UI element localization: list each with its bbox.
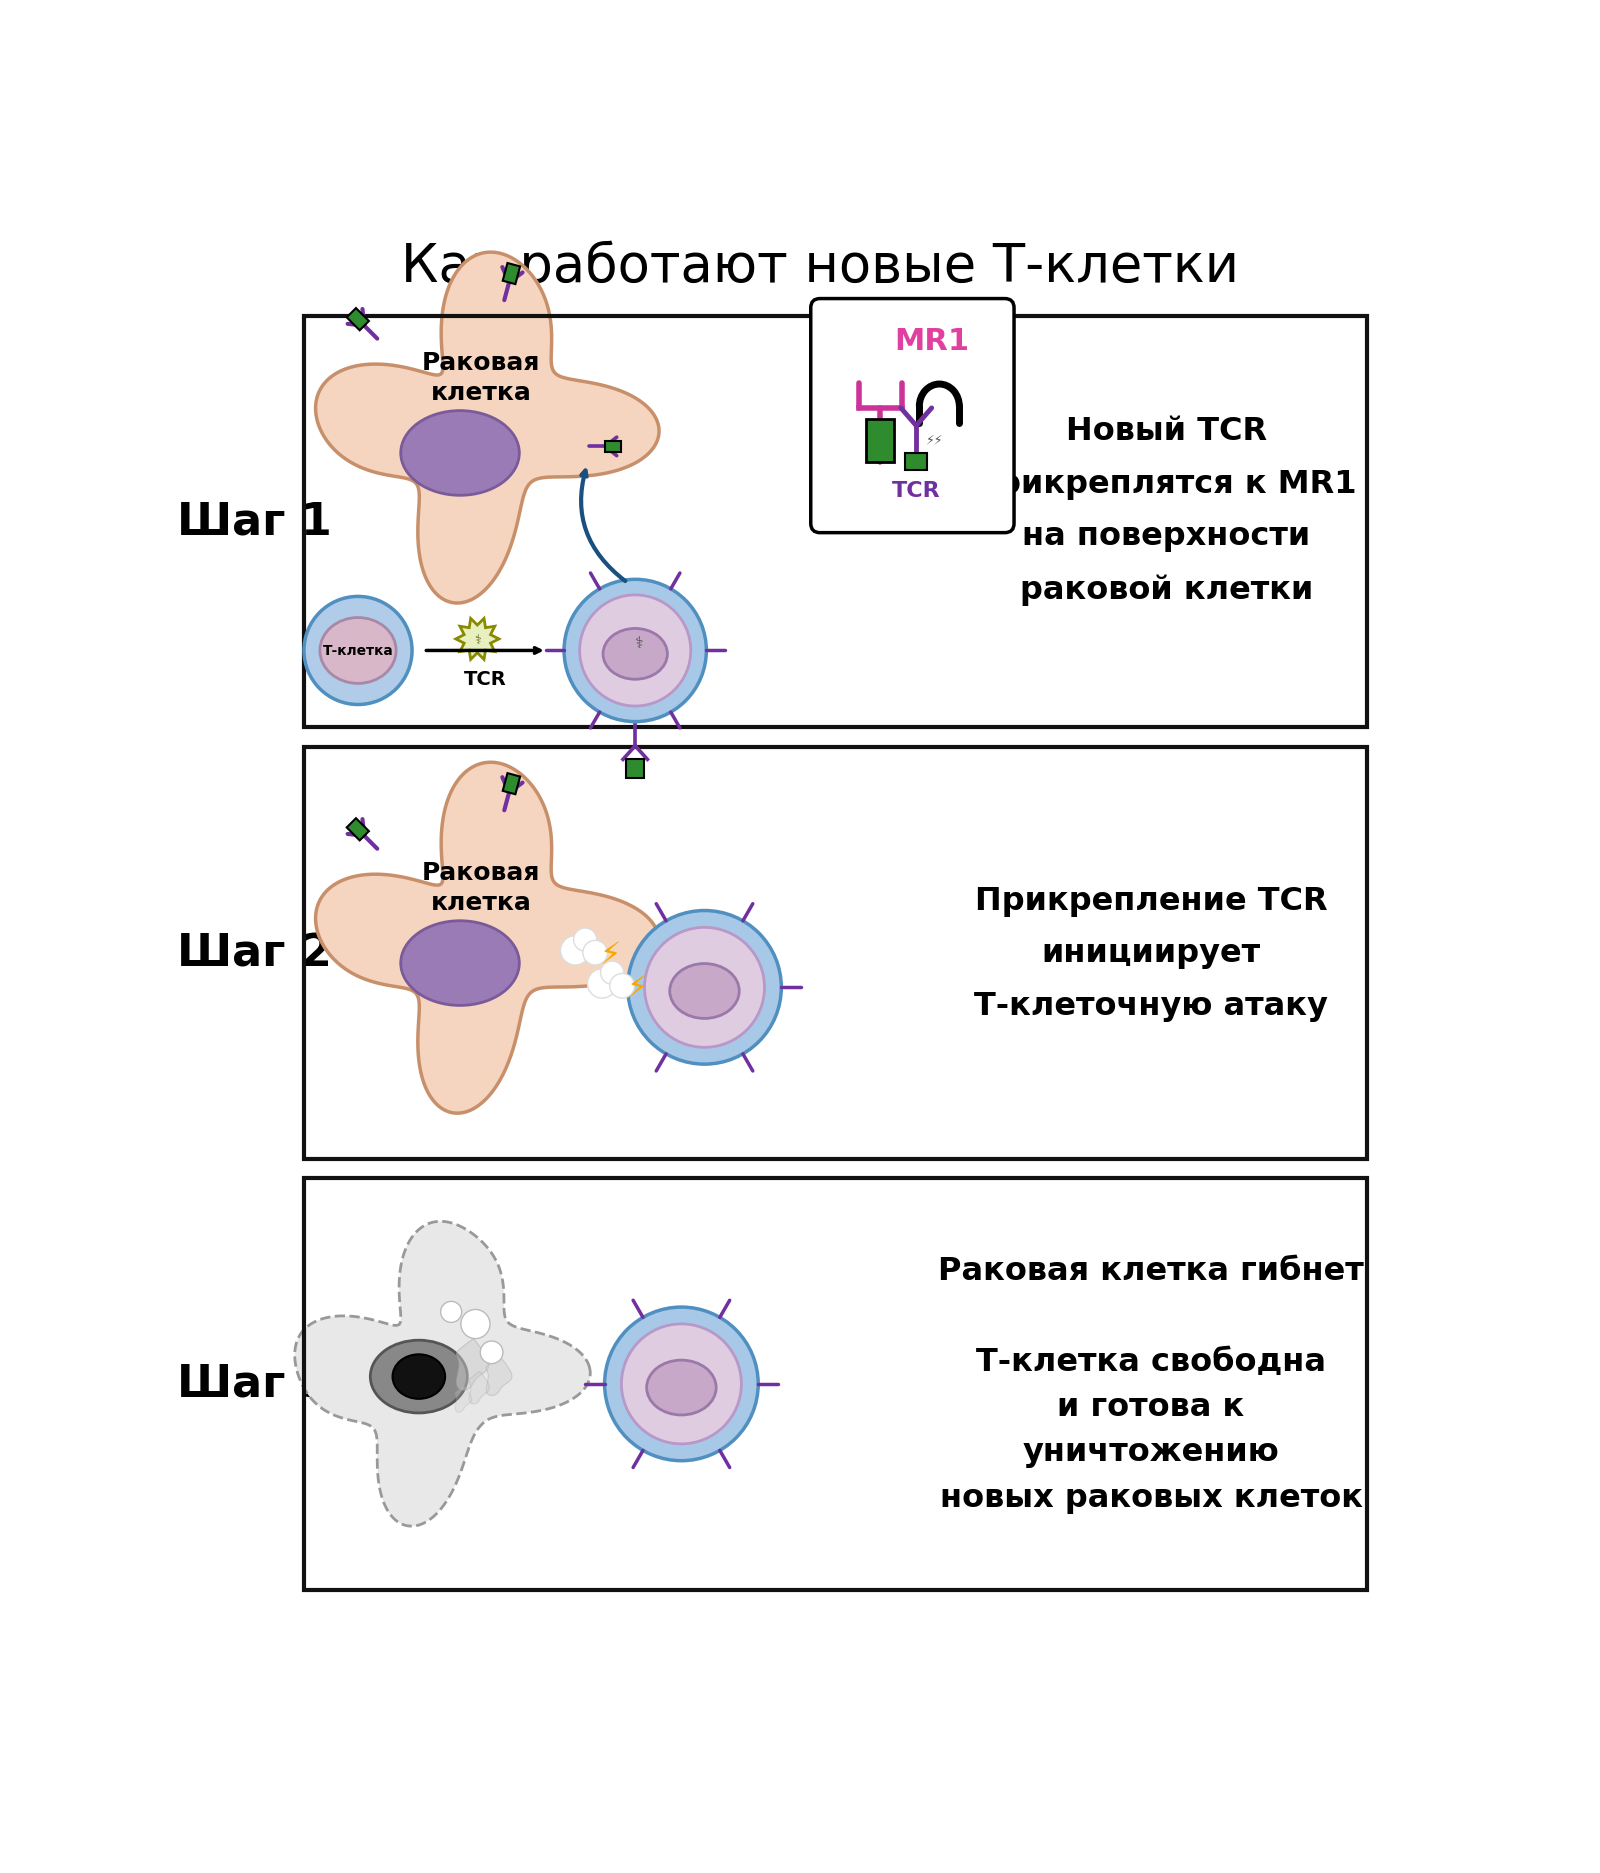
Circle shape bbox=[565, 581, 706, 723]
Text: Т-клетка: Т-клетка bbox=[323, 644, 394, 657]
Circle shape bbox=[574, 929, 597, 951]
Text: MR1: MR1 bbox=[894, 326, 970, 356]
Text: ⚕: ⚕ bbox=[474, 633, 480, 646]
Circle shape bbox=[587, 970, 616, 998]
Text: Новый TCR
прикреплятся к MR1
на поверхности
раковой клетки: Новый TCR прикреплятся к MR1 на поверхно… bbox=[976, 416, 1357, 605]
Circle shape bbox=[560, 936, 590, 965]
Polygon shape bbox=[502, 774, 520, 794]
Text: ⚕: ⚕ bbox=[634, 637, 643, 652]
Polygon shape bbox=[605, 442, 621, 453]
Text: TCR: TCR bbox=[891, 481, 941, 502]
Bar bbox=[906, 453, 926, 470]
Circle shape bbox=[440, 1302, 462, 1322]
Bar bbox=[626, 760, 645, 779]
Ellipse shape bbox=[320, 618, 397, 684]
Polygon shape bbox=[315, 253, 659, 603]
Polygon shape bbox=[347, 309, 370, 332]
Circle shape bbox=[582, 940, 608, 965]
Text: Шаг 3: Шаг 3 bbox=[176, 1364, 331, 1405]
Text: ⚡⚡: ⚡⚡ bbox=[926, 433, 944, 446]
Text: Шаг 1: Шаг 1 bbox=[176, 500, 331, 543]
Circle shape bbox=[610, 974, 635, 998]
Ellipse shape bbox=[603, 629, 667, 680]
Circle shape bbox=[579, 596, 691, 706]
FancyBboxPatch shape bbox=[811, 300, 1014, 534]
Circle shape bbox=[627, 910, 781, 1064]
Polygon shape bbox=[294, 1221, 590, 1526]
Text: Раковая
клетка: Раковая клетка bbox=[422, 862, 541, 914]
Text: Как работают новые Т-клетки: Как работают новые Т-клетки bbox=[402, 240, 1238, 292]
Polygon shape bbox=[347, 819, 370, 841]
Polygon shape bbox=[469, 1371, 490, 1405]
Text: Раковая клетка гибнет

Т-клетка свободна
и готова к
уничтожению
новых раковых кл: Раковая клетка гибнет Т-клетка свободна … bbox=[938, 1255, 1363, 1513]
Ellipse shape bbox=[392, 1354, 445, 1399]
Ellipse shape bbox=[646, 1360, 717, 1416]
Polygon shape bbox=[486, 1358, 512, 1395]
Circle shape bbox=[605, 1307, 758, 1461]
Text: ⚡: ⚡ bbox=[600, 940, 621, 970]
Text: ⚡: ⚡ bbox=[627, 974, 648, 1004]
Circle shape bbox=[621, 1324, 741, 1444]
Polygon shape bbox=[456, 620, 499, 659]
Circle shape bbox=[600, 961, 624, 985]
Ellipse shape bbox=[400, 412, 520, 496]
Polygon shape bbox=[456, 1386, 472, 1412]
Text: Прикрепление TCR
инициирует
Т-клеточную атаку: Прикрепление TCR инициирует Т-клеточную … bbox=[974, 886, 1328, 1021]
Text: Шаг 2: Шаг 2 bbox=[176, 931, 331, 974]
Circle shape bbox=[480, 1341, 502, 1364]
Ellipse shape bbox=[400, 922, 520, 1006]
Ellipse shape bbox=[670, 965, 739, 1019]
Text: TCR: TCR bbox=[464, 669, 507, 687]
Ellipse shape bbox=[370, 1341, 467, 1414]
Text: Раковая
клетка: Раковая клетка bbox=[422, 350, 541, 405]
Bar bbox=[866, 420, 894, 463]
Polygon shape bbox=[315, 762, 659, 1114]
Circle shape bbox=[304, 597, 413, 704]
Circle shape bbox=[645, 927, 765, 1047]
Polygon shape bbox=[456, 1339, 490, 1390]
Polygon shape bbox=[502, 264, 520, 285]
Circle shape bbox=[461, 1309, 490, 1339]
